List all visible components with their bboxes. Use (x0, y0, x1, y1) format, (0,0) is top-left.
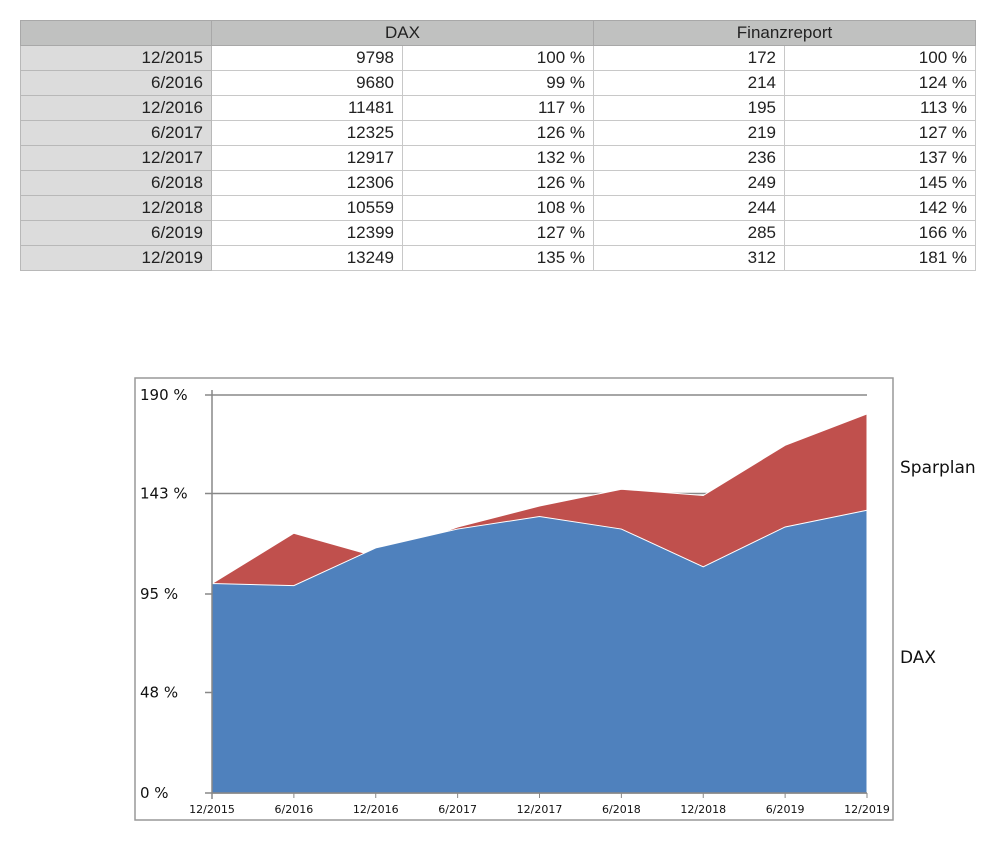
column-header: Finanzreport (593, 20, 976, 46)
cell-date: 6/2017 (20, 120, 212, 146)
table-row: 6/2018 12306 126 % 249 145 % (20, 170, 976, 196)
x-tick-label: 12/2017 (517, 803, 563, 816)
cell-fr-pct: 100 % (784, 45, 976, 71)
y-tick-label: 95 % (140, 585, 178, 603)
cell-date: 12/2019 (20, 245, 212, 271)
cell-fr: 244 (593, 195, 785, 221)
cell-date: 6/2018 (20, 170, 212, 196)
cell-date: 6/2016 (20, 70, 212, 96)
table-row: 12/2015 9798 100 % 172 100 % (20, 45, 976, 71)
corner-header (20, 20, 212, 46)
cell-dax: 10559 (211, 195, 403, 221)
y-tick-label: 48 % (140, 683, 178, 701)
cell-fr: 195 (593, 95, 785, 121)
x-tick-label: 12/2018 (680, 803, 726, 816)
table-row: 6/2019 12399 127 % 285 166 % (20, 220, 976, 246)
x-tick-label: 12/2016 (353, 803, 399, 816)
cell-dax: 12917 (211, 145, 403, 171)
cell-dax-pct: 117 % (402, 95, 594, 121)
area-dax (211, 509, 868, 794)
x-tick-label: 6/2018 (602, 803, 641, 816)
cell-fr-pct: 127 % (784, 120, 976, 146)
y-tick-label: 143 % (140, 484, 188, 502)
table-row: 6/2016 9680 99 % 214 124 % (20, 70, 976, 96)
cell-dax: 13249 (211, 245, 403, 271)
cell-date: 12/2017 (20, 145, 212, 171)
x-tick-label: 6/2016 (275, 803, 314, 816)
cell-fr-pct: 181 % (784, 245, 976, 271)
table-row: 6/2017 12325 126 % 219 127 % (20, 120, 976, 146)
cell-fr: 236 (593, 145, 785, 171)
cell-fr: 285 (593, 220, 785, 246)
cell-fr: 214 (593, 70, 785, 96)
cell-date: 12/2015 (20, 45, 212, 71)
x-tick-label: 12/2019 (844, 803, 890, 816)
cell-dax-pct: 99 % (402, 70, 594, 96)
table-row: 12/2017 12917 132 % 236 137 % (20, 145, 976, 171)
cell-dax: 9798 (211, 45, 403, 71)
x-tick-label: 6/2019 (766, 803, 805, 816)
x-tick-label: 12/2015 (189, 803, 235, 816)
data-table: DAX Finanzreport 12/2015 9798 100 % 172 100 %… (20, 20, 976, 271)
cell-fr-pct: 137 % (784, 145, 976, 171)
cell-dax: 12306 (211, 170, 403, 196)
cell-date: 6/2019 (20, 220, 212, 246)
cell-dax: 11481 (211, 95, 403, 121)
cell-fr: 249 (593, 170, 785, 196)
y-tick-label: 0 % (140, 784, 169, 802)
cell-dax-pct: 126 % (402, 120, 594, 146)
legend-sparplan: Sparplan (900, 458, 976, 478)
x-tick-label: 6/2017 (438, 803, 477, 816)
y-tick-label: 190 % (140, 386, 188, 404)
cell-fr: 312 (593, 245, 785, 271)
cell-dax: 12399 (211, 220, 403, 246)
cell-fr-pct: 124 % (784, 70, 976, 96)
legend-dax: DAX (900, 648, 936, 668)
table-row: 12/2019 13249 135 % 312 181 % (20, 245, 976, 271)
